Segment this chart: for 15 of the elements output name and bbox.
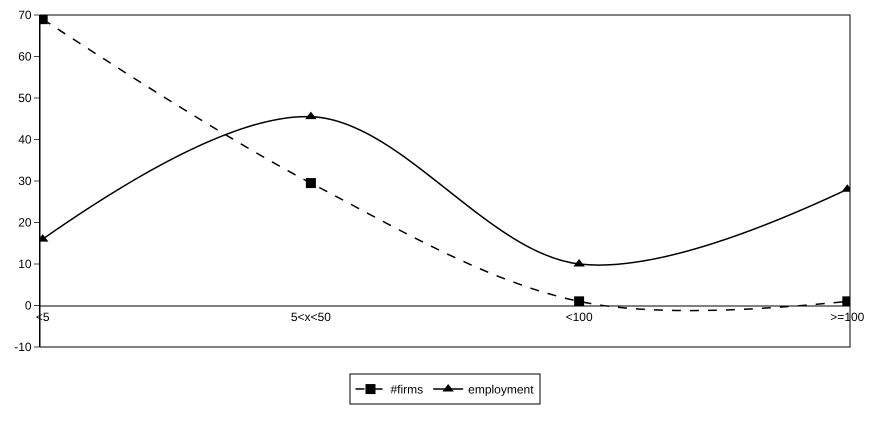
y-tick-label: 60 bbox=[18, 50, 32, 64]
y-tick-label: 40 bbox=[18, 132, 32, 147]
y-tick-label: 0 bbox=[24, 298, 32, 313]
y-tick-label: 20 bbox=[18, 216, 32, 230]
legend-label: #firms bbox=[390, 382, 424, 397]
point bbox=[306, 178, 316, 188]
x-tick-label: 5<x<50 bbox=[290, 310, 332, 324]
x-tick-label: <100 bbox=[566, 310, 593, 324]
y-tick-label: 70 bbox=[18, 8, 32, 22]
y-tick-label: 30 bbox=[18, 174, 32, 188]
y-tick-label: 50 bbox=[18, 91, 32, 106]
point bbox=[574, 296, 584, 306]
y-tick-label: -10 bbox=[14, 340, 32, 354]
y-tick-label: 10 bbox=[18, 257, 32, 272]
legend-label: employment bbox=[468, 382, 534, 397]
